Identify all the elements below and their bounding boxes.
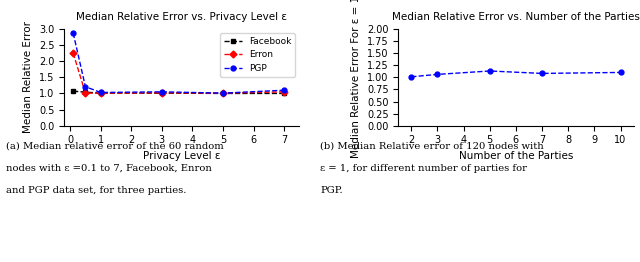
Text: (b) Median Relative error of 120 nodes with: (b) Median Relative error of 120 nodes w… bbox=[320, 141, 544, 150]
PGP bbox=[97, 91, 104, 94]
Erron bbox=[81, 91, 89, 95]
Text: nodes with ε =0.1 to 7, Facebook, Enron: nodes with ε =0.1 to 7, Facebook, Enron bbox=[6, 164, 212, 173]
Line: Erron: Erron bbox=[71, 51, 287, 96]
PGP bbox=[280, 89, 288, 92]
X-axis label: Privacy Level ε: Privacy Level ε bbox=[143, 151, 220, 161]
Erron bbox=[69, 51, 77, 55]
Facebook bbox=[97, 91, 104, 95]
Text: (a) Median relative error of the 60 random: (a) Median relative error of the 60 rand… bbox=[6, 141, 224, 150]
Facebook bbox=[158, 91, 166, 95]
Erron bbox=[280, 90, 288, 94]
Text: and PGP data set, for three parties.: and PGP data set, for three parties. bbox=[6, 186, 187, 195]
Y-axis label: Median Relative Error For ε = 1: Median Relative Error For ε = 1 bbox=[351, 0, 362, 159]
PGP bbox=[219, 91, 227, 95]
X-axis label: Number of the Parties: Number of the Parties bbox=[459, 151, 573, 161]
PGP bbox=[158, 90, 166, 94]
Erron bbox=[97, 91, 104, 95]
PGP bbox=[81, 85, 89, 88]
Line: Facebook: Facebook bbox=[71, 89, 287, 96]
PGP bbox=[69, 31, 77, 35]
Facebook bbox=[81, 91, 89, 94]
Legend: Facebook, Erron, PGP: Facebook, Erron, PGP bbox=[220, 33, 295, 77]
Facebook bbox=[69, 90, 77, 93]
Text: PGP.: PGP. bbox=[320, 186, 342, 195]
Text: ε = 1, for different number of parties for: ε = 1, for different number of parties f… bbox=[320, 164, 527, 173]
Facebook bbox=[280, 92, 288, 95]
Line: PGP: PGP bbox=[71, 31, 287, 96]
Erron bbox=[219, 91, 227, 95]
Facebook bbox=[219, 92, 227, 95]
Erron bbox=[158, 91, 166, 94]
Title: Median Relative Error vs. Privacy Level ε: Median Relative Error vs. Privacy Level … bbox=[76, 13, 287, 23]
Title: Median Relative Error vs. Number of the Parties: Median Relative Error vs. Number of the … bbox=[392, 13, 640, 23]
Y-axis label: Median Relative Error: Median Relative Error bbox=[23, 21, 33, 133]
